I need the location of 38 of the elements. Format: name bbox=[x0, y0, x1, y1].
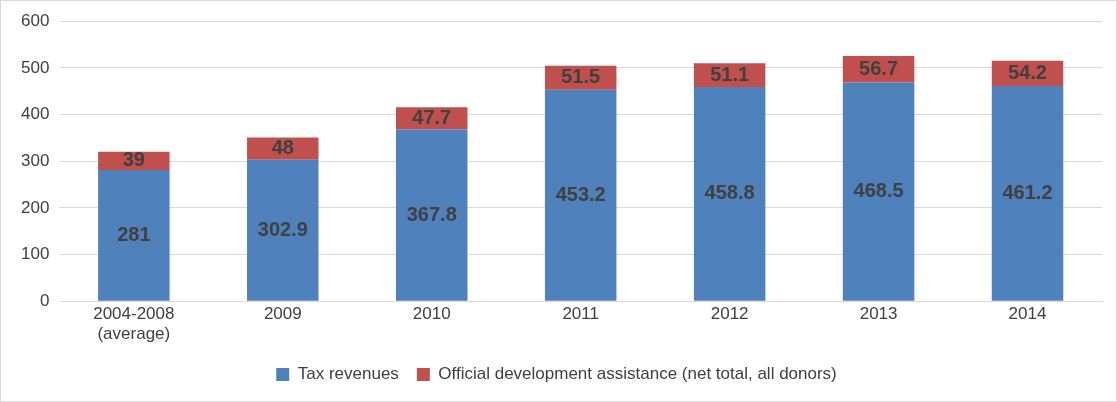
data-label: 56.7 bbox=[859, 56, 899, 79]
data-label: 48 bbox=[271, 136, 294, 159]
bar bbox=[991, 85, 1064, 301]
legend-label: Tax revenues bbox=[297, 364, 399, 384]
data-label: 453.2 bbox=[555, 182, 606, 205]
y-tick-label: 400 bbox=[20, 104, 50, 124]
data-label: 281 bbox=[117, 222, 151, 245]
y-tick-label: 100 bbox=[20, 244, 50, 264]
x-tick-label: 2013 bbox=[859, 304, 898, 324]
bar bbox=[842, 82, 915, 301]
data-label: 51.1 bbox=[710, 62, 750, 85]
x-tick-label: 2009 bbox=[263, 304, 302, 324]
bar bbox=[98, 170, 170, 301]
y-tick-label: 600 bbox=[20, 10, 50, 30]
data-label: 302.9 bbox=[257, 217, 308, 240]
legend-label: Official development assistance (net total, all donors) bbox=[438, 364, 837, 384]
data-label: 39 bbox=[122, 148, 145, 171]
bar bbox=[544, 89, 617, 301]
x-tick-label: 2010 bbox=[412, 304, 451, 324]
bar bbox=[395, 129, 468, 301]
data-label: 367.8 bbox=[406, 202, 457, 225]
data-label: 461.2 bbox=[1002, 180, 1053, 203]
y-tick-label: 200 bbox=[20, 197, 50, 217]
data-label: 54.2 bbox=[1008, 60, 1047, 83]
x-tick-label: 2011 bbox=[562, 304, 599, 324]
data-label: 468.5 bbox=[853, 179, 904, 202]
data-label: 51.5 bbox=[561, 65, 601, 88]
data-label: 47.7 bbox=[412, 105, 452, 128]
x-tick-label: 2012 bbox=[710, 304, 749, 324]
bar bbox=[693, 87, 766, 301]
bar bbox=[247, 137, 319, 160]
bar bbox=[247, 159, 319, 301]
y-tick-label: 0 bbox=[39, 290, 50, 310]
data-label: 458.8 bbox=[704, 181, 755, 204]
y-tick-label: 500 bbox=[20, 57, 50, 77]
x-tick-label: 2014 bbox=[1008, 304, 1047, 324]
x-tick-label: 2004-2008 (average) bbox=[93, 304, 175, 344]
y-tick-label: 300 bbox=[20, 150, 50, 170]
